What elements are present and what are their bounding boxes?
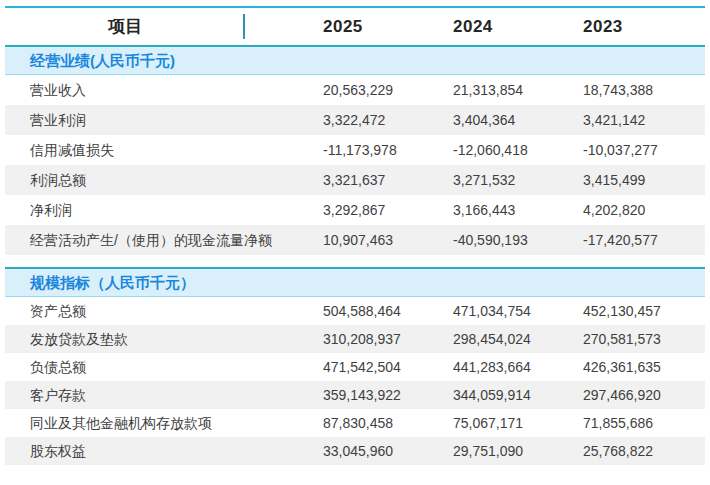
row-value-2023: 18,743,388 [583,75,653,105]
row-value-2023: -10,037,277 [583,135,658,165]
row-value-2024: 344,059,914 [453,381,531,409]
row-value-2023: 4,202,820 [583,195,645,225]
table-row: 股东权益 33,045,960 29,751,090 25,768,822 [5,437,705,465]
row-value-2024: 298,454,024 [453,325,531,353]
row-value-2023: 25,768,822 [583,437,653,465]
row-value-2024: -12,060,418 [453,135,528,165]
row-value-2024: 471,034,754 [453,297,531,325]
row-value-2024: 29,751,090 [453,437,523,465]
column-header-year-2023: 2023 [583,8,623,45]
row-value-2025: 471,542,504 [323,353,401,381]
table-row: 营业利润 3,322,472 3,404,364 3,421,142 [5,105,705,135]
table-row: 经营活动产生/（使用）的现金流量净额 10,907,463 -40,590,19… [5,225,705,255]
row-value-2023: 297,466,920 [583,381,661,409]
row-value-2025: -11,173,978 [323,135,397,165]
row-value-2023: 270,581,573 [583,325,661,353]
row-value-2025: 504,588,464 [323,297,401,325]
row-value-2024: 441,283,664 [453,353,531,381]
financial-summary-table: 项目 2025 2024 2023 经营业绩(人民币千元) 营业收入 20,56… [0,6,710,465]
row-value-2023: 452,130,457 [583,297,661,325]
section-header: 规模指标（人民币千元） [5,269,705,297]
table-row: 净利润 3,292,867 3,166,443 4,202,820 [5,195,705,225]
column-header-year-2024: 2024 [453,8,493,45]
row-value-2025: 3,321,637 [323,165,385,195]
table-header-row: 项目 2025 2024 2023 [5,8,705,45]
section-title: 经营业绩(人民币千元) [30,52,175,69]
row-value-2023: 3,421,142 [583,105,645,135]
row-value-2024: 75,067,171 [453,409,523,437]
row-value-2025: 33,045,960 [323,437,393,465]
row-value-2024: 3,271,532 [453,165,515,195]
column-header-item: 项目 [5,8,245,45]
row-value-2025: 3,322,472 [323,105,385,135]
row-value-2023: -17,420,577 [583,225,658,255]
row-value-2023: 426,361,635 [583,353,661,381]
table: 项目 2025 2024 2023 经营业绩(人民币千元) 营业收入 20,56… [5,6,705,465]
section-header: 经营业绩(人民币千元) [5,47,705,75]
table-row: 负债总额 471,542,504 441,283,664 426,361,635 [5,353,705,381]
column-header-year-2025: 2025 [323,8,363,45]
row-value-2024: -40,590,193 [453,225,528,255]
row-value-2025: 20,563,229 [323,75,393,105]
header-divider [243,14,245,39]
row-value-2025: 10,907,463 [323,225,393,255]
section-gap [5,255,705,267]
row-value-2023: 71,855,686 [583,409,653,437]
table-body: 经营业绩(人民币千元) 营业收入 20,563,229 21,313,854 1… [5,45,705,465]
table-row: 营业收入 20,563,229 21,313,854 18,743,388 [5,75,705,105]
row-value-2023: 3,415,499 [583,165,645,195]
row-value-2024: 21,313,854 [453,75,523,105]
table-row: 发放贷款及垫款 310,208,937 298,454,024 270,581,… [5,325,705,353]
table-row: 资产总额 504,588,464 471,034,754 452,130,457 [5,297,705,325]
section-rows: 资产总额 504,588,464 471,034,754 452,130,457… [5,297,705,465]
row-value-2025: 87,830,458 [323,409,393,437]
row-value-2024: 3,404,364 [453,105,515,135]
row-value-2025: 359,143,922 [323,381,401,409]
row-value-2025: 3,292,867 [323,195,385,225]
table-row: 同业及其他金融机构存放款项 87,830,458 75,067,171 71,8… [5,409,705,437]
row-value-2024: 3,166,443 [453,195,515,225]
section-rows: 营业收入 20,563,229 21,313,854 18,743,388 营业… [5,75,705,255]
table-row: 信用减值损失 -11,173,978 -12,060,418 -10,037,2… [5,135,705,165]
table-row: 客户存款 359,143,922 344,059,914 297,466,920 [5,381,705,409]
section-title: 规模指标（人民币千元） [30,274,195,291]
table-row: 利润总额 3,321,637 3,271,532 3,415,499 [5,165,705,195]
row-value-2025: 310,208,937 [323,325,401,353]
